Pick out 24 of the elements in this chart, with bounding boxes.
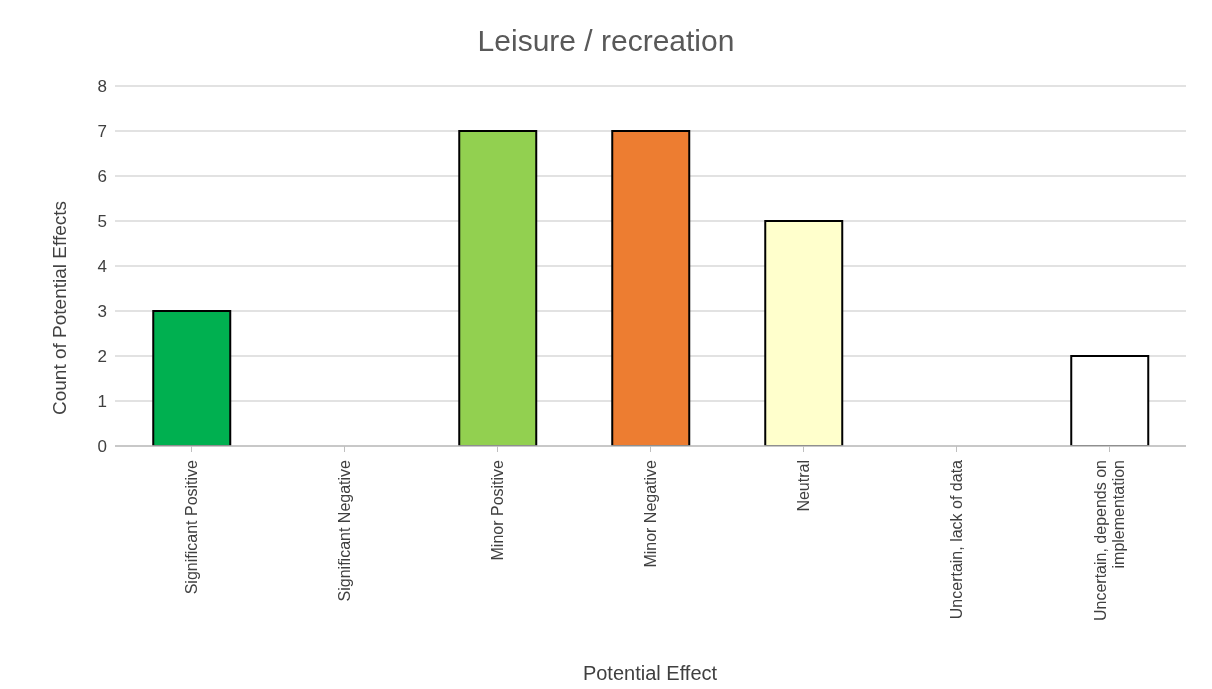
x-tick-label: Neutral	[794, 460, 812, 512]
y-tick-label: 2	[97, 347, 107, 367]
y-tick-label: 7	[97, 122, 107, 142]
bar	[1070, 355, 1150, 446]
chart-title: Leisure / recreation	[476, 24, 736, 58]
y-tick-label: 0	[97, 437, 107, 457]
x-tick-label: Minor Positive	[488, 459, 506, 561]
y-tick-label: 3	[97, 302, 107, 322]
y-tick-label: 4	[97, 257, 107, 277]
x-tick-label: Significant Negative	[335, 459, 353, 602]
bar	[611, 130, 691, 446]
y-tick-label: 6	[97, 167, 107, 187]
bar	[458, 130, 538, 446]
y-tick-label: 5	[97, 212, 107, 232]
x-tick-label: Uncertain, lack of data	[947, 459, 965, 620]
x-tick-label: Uncertain, depends on implementation	[1091, 460, 1127, 621]
bar	[152, 310, 232, 446]
x-axis-title: Potential Effect	[581, 662, 719, 685]
y-tick-label: 8	[97, 77, 107, 97]
x-tick-label: Significant Positive	[182, 459, 200, 595]
bar	[764, 220, 844, 446]
y-axis-title: Count of Potential Effects	[49, 200, 71, 416]
x-tick-label: Minor Negative	[641, 459, 659, 568]
y-tick-label: 1	[97, 392, 107, 412]
